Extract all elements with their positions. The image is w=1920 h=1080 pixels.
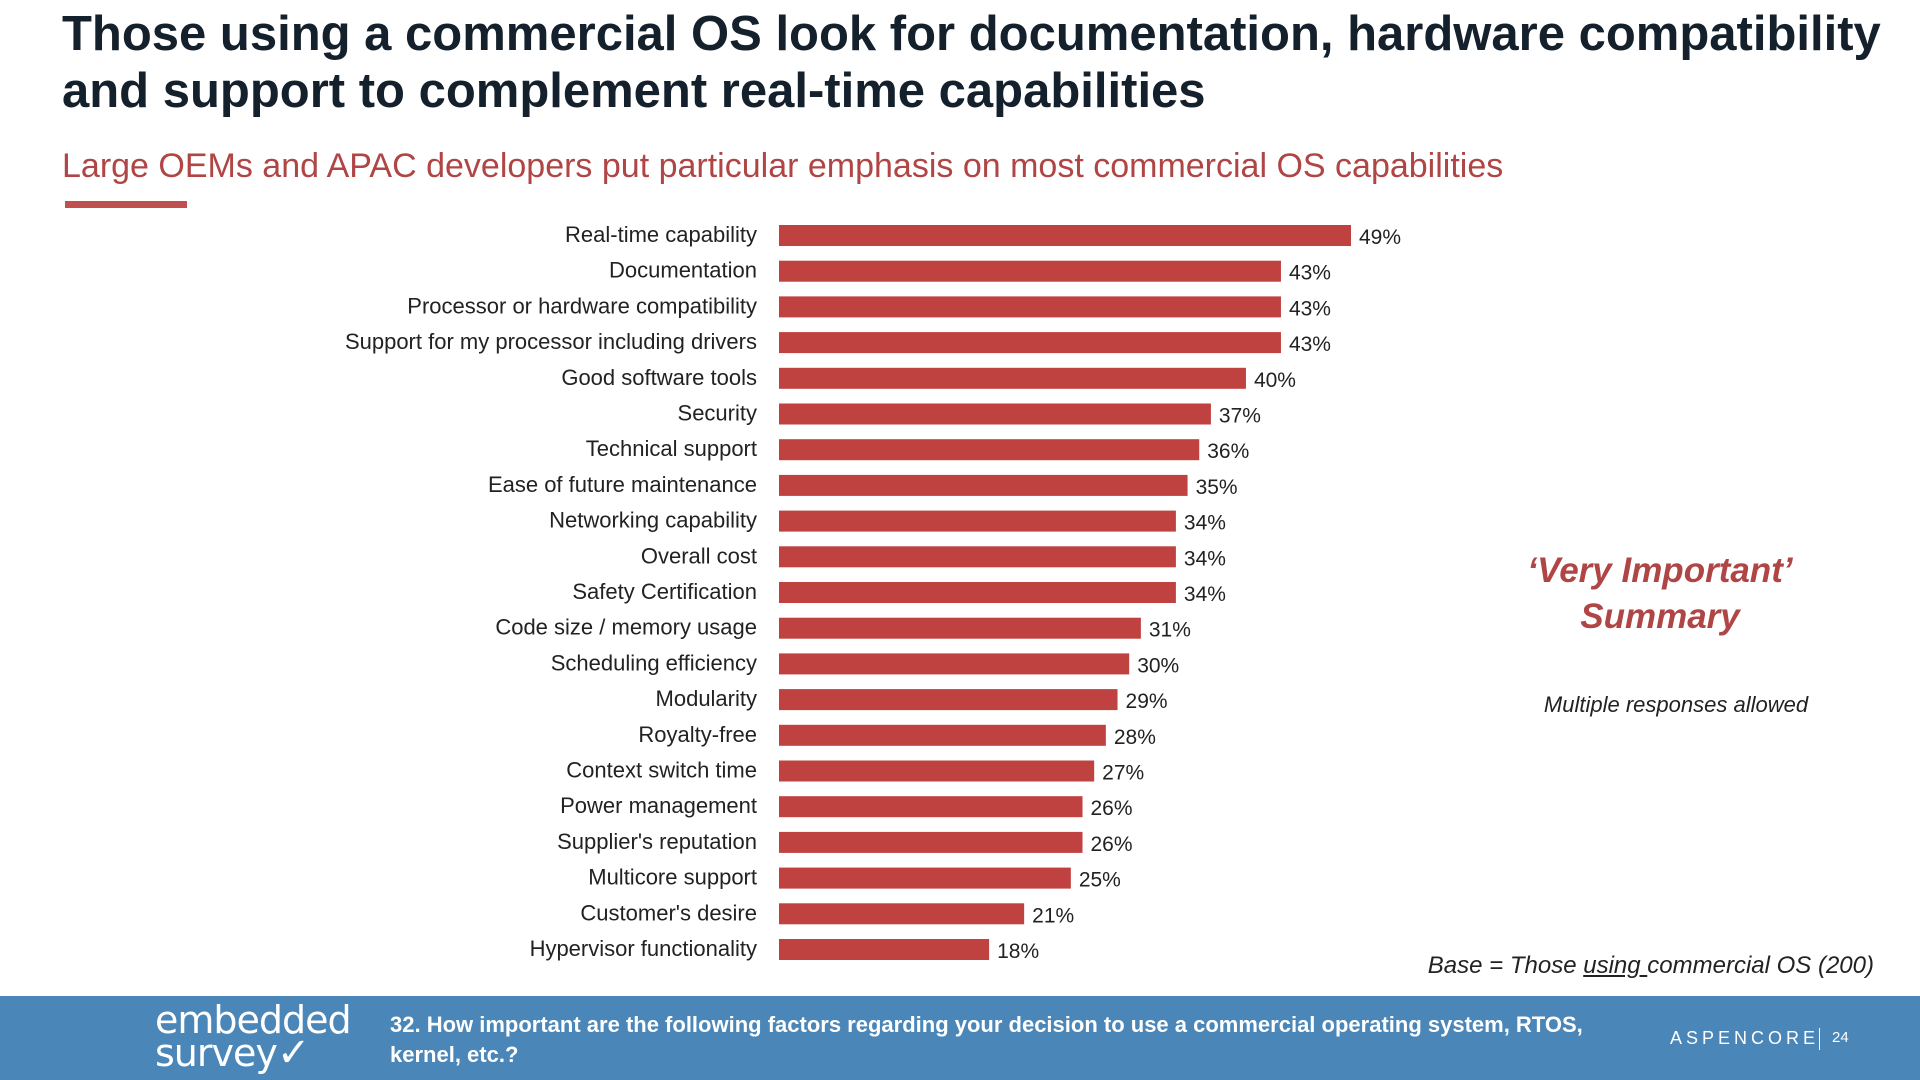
- page-subtitle: Large OEMs and APAC developers put parti…: [62, 147, 1504, 185]
- bar: [779, 439, 1200, 461]
- value-label: 28%: [1114, 726, 1156, 749]
- bar: [779, 653, 1130, 675]
- page-title: Those using a commercial OS look for doc…: [62, 7, 1881, 118]
- summary-heading: ‘Very Important’ Summary: [1480, 548, 1840, 640]
- category-label: Technical support: [586, 436, 757, 461]
- value-label: 26%: [1091, 797, 1133, 820]
- bar: [779, 867, 1071, 889]
- category-label: Hypervisor functionality: [530, 936, 757, 961]
- category-label: Multicore support: [588, 865, 757, 890]
- bar: [779, 939, 990, 960]
- bar: [779, 796, 1083, 818]
- bar: [779, 474, 1188, 496]
- category-label: Ease of future maintenance: [488, 472, 757, 497]
- value-label: 30%: [1137, 654, 1179, 677]
- base-note-underlined: using: [1583, 952, 1648, 979]
- value-label: 21%: [1032, 904, 1074, 927]
- category-label: Support for my processor including drive…: [345, 329, 757, 354]
- category-label: Safety Certification: [572, 579, 757, 604]
- category-label: Supplier's reputation: [557, 829, 757, 854]
- value-label: 18%: [997, 940, 1039, 963]
- category-label: Documentation: [609, 258, 757, 283]
- logo-line-2: survey: [155, 1031, 278, 1075]
- value-label: 34%: [1184, 547, 1226, 570]
- value-label: 43%: [1289, 333, 1331, 356]
- value-label: 34%: [1184, 583, 1226, 606]
- bar: [779, 724, 1106, 746]
- value-label: 49%: [1359, 226, 1401, 249]
- value-label: 29%: [1126, 690, 1168, 713]
- bar: [779, 617, 1141, 639]
- bar: [779, 546, 1176, 568]
- category-label: Power management: [560, 793, 757, 818]
- category-label: Real-time capability: [565, 222, 757, 247]
- value-label: 36%: [1207, 440, 1249, 463]
- embedded-survey-logo: embedded survey✓: [155, 998, 352, 1073]
- value-label: 34%: [1184, 512, 1226, 535]
- value-label: 40%: [1254, 369, 1296, 392]
- bar: [779, 403, 1211, 425]
- category-label: Customer's desire: [580, 900, 757, 925]
- value-label: 35%: [1196, 476, 1238, 499]
- bar: [779, 510, 1176, 532]
- base-note-prefix: Base = Those: [1427, 952, 1584, 979]
- value-label: 25%: [1079, 869, 1121, 892]
- category-label: Scheduling efficiency: [551, 650, 757, 675]
- value-label: 27%: [1102, 762, 1144, 785]
- logo-line-1: embedded: [155, 998, 352, 1042]
- bar: [779, 260, 1281, 282]
- category-label: Code size / memory usage: [495, 615, 757, 640]
- check-icon: ✓: [276, 1030, 311, 1076]
- value-label: 26%: [1091, 833, 1133, 856]
- footer-divider: [1819, 1028, 1820, 1050]
- category-label: Context switch time: [566, 758, 757, 783]
- bar: [779, 225, 1351, 246]
- summary-heading-line2: Summary: [1580, 597, 1740, 636]
- bar: [779, 367, 1246, 389]
- value-label: 43%: [1289, 297, 1331, 320]
- bar: [779, 831, 1083, 853]
- bar: [779, 689, 1118, 711]
- responses-note: Multiple responses allowed: [1543, 692, 1809, 717]
- bar: [779, 903, 1025, 925]
- aspencore-logo: ASPENCORE: [1670, 1028, 1820, 1048]
- survey-question: 32. How important are the following fact…: [390, 1012, 1583, 1067]
- bar: [779, 582, 1176, 603]
- value-label: 43%: [1289, 262, 1331, 285]
- category-label: Overall cost: [641, 543, 757, 568]
- category-label: Security: [678, 401, 757, 426]
- value-label: 37%: [1219, 405, 1261, 428]
- category-label: Networking capability: [549, 508, 757, 533]
- bar: [779, 296, 1281, 318]
- category-label: Processor or hardware compatibility: [407, 293, 757, 318]
- summary-heading-line1: ‘Very Important’: [1527, 551, 1793, 590]
- value-label: 31%: [1149, 619, 1191, 642]
- subtitle-underline: [65, 201, 187, 208]
- category-label: Modularity: [656, 686, 757, 711]
- category-label: Royalty-free: [638, 722, 757, 747]
- bar: [779, 332, 1281, 354]
- bar: [779, 760, 1095, 782]
- category-label: Good software tools: [561, 365, 757, 390]
- base-note: Base = Those using commercial OS (200): [1428, 952, 1874, 980]
- footer-bar: embedded survey✓ 32. How important are t…: [0, 996, 1920, 1080]
- base-note-suffix: commercial OS (200): [1647, 952, 1874, 979]
- page-number: 24: [1832, 1029, 1849, 1046]
